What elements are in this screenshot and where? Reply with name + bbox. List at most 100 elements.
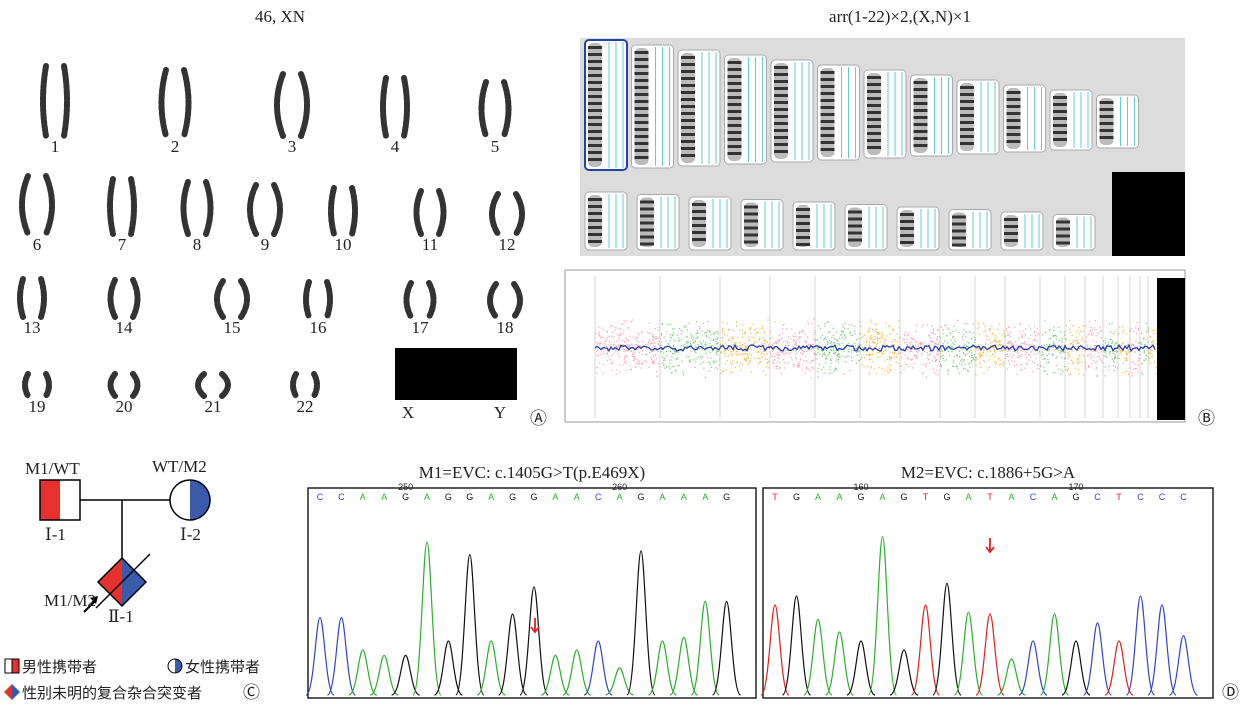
probe [943, 358, 944, 359]
figure: 12345678910111213141516171819202122XY 46… [0, 0, 1246, 705]
probe [1077, 340, 1078, 341]
probe [990, 328, 991, 329]
band [635, 86, 649, 89]
base-call: A [879, 492, 885, 502]
probe [1056, 356, 1057, 357]
probe [627, 350, 628, 351]
probe [841, 330, 842, 331]
probe [869, 345, 870, 346]
probe [709, 331, 710, 332]
probe [1009, 343, 1010, 344]
panel-tag: Ⓐ [530, 409, 547, 428]
probe [675, 340, 676, 341]
band [588, 144, 602, 147]
probe [882, 335, 883, 336]
probe [689, 360, 690, 361]
probe [879, 338, 880, 339]
probe [775, 342, 776, 343]
probe [871, 322, 872, 323]
probe [695, 346, 696, 347]
probe [976, 365, 977, 366]
probe [689, 323, 690, 324]
probe [875, 331, 876, 332]
probe [797, 365, 798, 366]
probe [942, 333, 943, 334]
probe [842, 342, 843, 343]
probe [1150, 349, 1151, 350]
probe [729, 338, 730, 339]
probe [915, 331, 916, 332]
band [635, 149, 649, 152]
peak [869, 537, 897, 695]
band [821, 141, 835, 144]
probe [1155, 333, 1156, 334]
probe [801, 364, 802, 365]
probe [745, 332, 746, 333]
probe [964, 353, 965, 354]
probe [694, 367, 695, 368]
probe [1153, 333, 1154, 334]
probe [1135, 368, 1136, 369]
probe [1109, 352, 1110, 353]
probe [937, 329, 938, 330]
probe [799, 350, 800, 351]
probe [1006, 349, 1007, 350]
probe [697, 333, 698, 334]
probe [823, 339, 824, 340]
probe [1079, 361, 1080, 362]
probe [992, 333, 993, 334]
probe [758, 364, 759, 365]
probe [720, 373, 721, 374]
probe [1115, 358, 1116, 359]
probe [711, 367, 712, 368]
band [914, 109, 928, 112]
probe [733, 344, 734, 345]
probe [682, 372, 683, 373]
probe [678, 341, 679, 342]
probe [957, 368, 958, 369]
probe [938, 354, 939, 355]
probe [1032, 371, 1033, 372]
probe [844, 334, 845, 335]
base-call: T [987, 492, 993, 502]
probe [879, 333, 880, 334]
probe [705, 344, 706, 345]
probe [1071, 350, 1072, 351]
probe [1035, 347, 1036, 348]
probe [990, 355, 991, 356]
probe [831, 337, 832, 338]
probe [1036, 368, 1037, 369]
probe [795, 357, 796, 358]
probe [604, 345, 605, 346]
probe [912, 339, 913, 340]
probe [600, 342, 601, 343]
band [635, 121, 649, 124]
probe [1112, 342, 1113, 343]
probe [623, 323, 624, 324]
probe [768, 367, 769, 368]
probe [599, 336, 600, 337]
probe [731, 365, 732, 366]
probe [705, 353, 706, 354]
probe [1053, 344, 1054, 345]
probe [951, 346, 952, 347]
probe [1112, 340, 1113, 341]
legend-label: 女性携带者 [185, 658, 260, 676]
probe [1105, 353, 1106, 354]
probe [867, 366, 868, 367]
probe [763, 330, 764, 331]
probe [858, 338, 859, 339]
probe [1034, 339, 1035, 340]
probe [807, 337, 808, 338]
probe [754, 330, 755, 331]
probe [933, 342, 934, 343]
band [681, 63, 695, 66]
probe [843, 326, 844, 327]
probe [1044, 320, 1045, 321]
probe [822, 354, 823, 355]
base-call: T [1116, 492, 1122, 502]
probe [1076, 336, 1077, 337]
probe [951, 351, 952, 352]
probe [1101, 351, 1102, 352]
probe [631, 321, 632, 322]
